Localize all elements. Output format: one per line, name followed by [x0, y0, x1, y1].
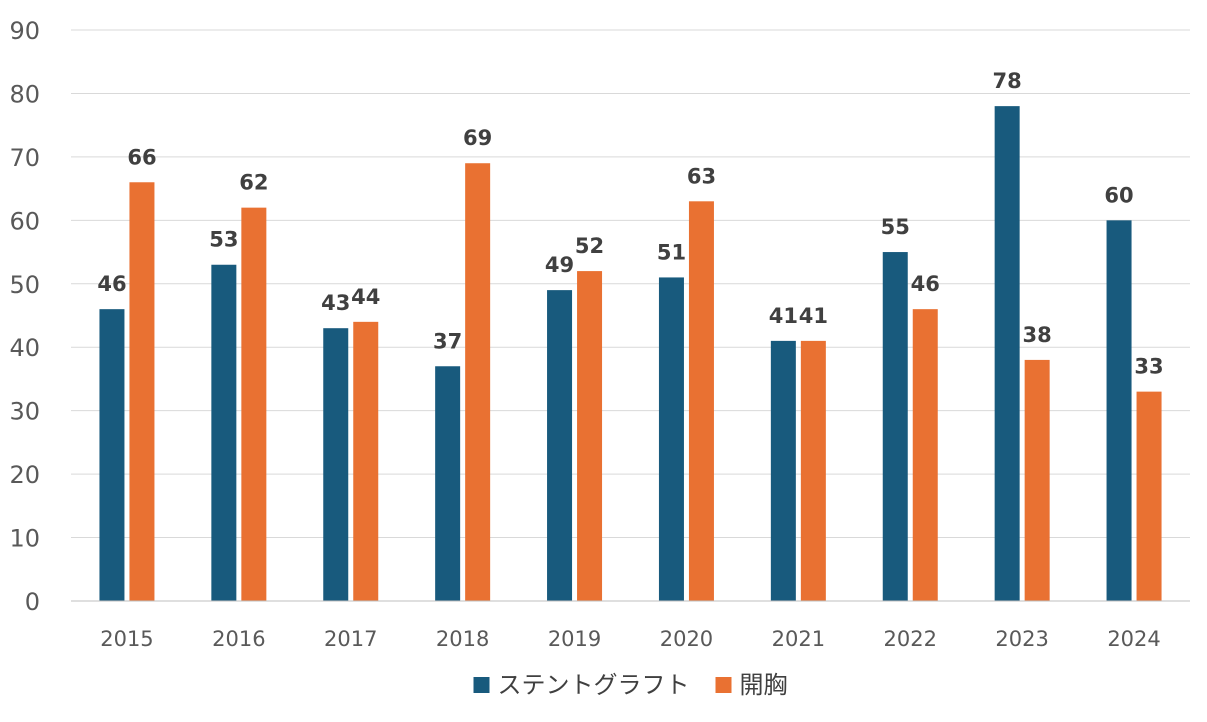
x-tick-label: 2021	[772, 627, 825, 651]
data-label: 63	[687, 164, 716, 188]
bar-stent-graft-2015	[99, 309, 125, 601]
y-tick-label: 10	[9, 525, 40, 553]
data-label: 66	[127, 145, 156, 169]
data-label: 44	[351, 285, 380, 309]
y-tick-label: 20	[9, 461, 40, 489]
bar-stent-graft-2016	[211, 264, 237, 601]
y-tick-label: 0	[25, 588, 40, 616]
data-label: 33	[1134, 355, 1163, 379]
y-tick-label: 90	[9, 17, 40, 45]
data-label: 49	[545, 253, 574, 277]
y-tick-label: 70	[9, 144, 40, 172]
bars	[99, 106, 1162, 602]
bar-stent-graft-2020	[658, 277, 684, 601]
y-axis: 0 10 20 30 40 50 60 70 80 90	[9, 17, 40, 616]
x-tick-label: 2023	[995, 627, 1048, 651]
data-label: 51	[657, 240, 686, 264]
gridlines	[71, 29, 1190, 539]
data-label: 55	[881, 215, 910, 239]
bar-stent-graft-2021	[770, 340, 796, 601]
y-tick-label: 80	[9, 80, 40, 108]
bar-stent-graft-2023	[994, 106, 1020, 601]
legend-item-stent-graft: ステントグラフト	[473, 671, 690, 699]
bar-stent-graft-2024	[1106, 220, 1132, 602]
bar-stent-graft-2018	[435, 366, 461, 601]
bar-open-chest-2018	[465, 163, 491, 601]
bar-stent-graft-2017	[323, 328, 349, 601]
data-label: 41	[799, 304, 828, 328]
x-tick-label: 2016	[212, 627, 265, 651]
data-label: 60	[1104, 183, 1133, 207]
bar-open-chest-2024	[1136, 391, 1162, 601]
x-tick-label: 2018	[436, 627, 489, 651]
data-label: 46	[97, 272, 126, 296]
bar-open-chest-2017	[353, 321, 379, 601]
legend-label: 開胸	[740, 671, 788, 699]
x-tick-label: 2022	[884, 627, 937, 651]
data-label: 78	[993, 69, 1022, 93]
data-label: 37	[433, 329, 462, 353]
y-tick-label: 60	[9, 207, 40, 235]
legend-swatch	[715, 677, 732, 693]
x-axis: 2015 2016 2017 2018 2019 2020 2021 2022 2023 2024	[71, 600, 1190, 651]
bar-stent-graft-2019	[547, 290, 573, 601]
bar-open-chest-2021	[800, 340, 826, 601]
legend-label: ステントグラフト	[498, 671, 690, 699]
data-label: 46	[911, 272, 940, 296]
y-tick-label: 40	[9, 334, 40, 362]
legend: ステントグラフト 開胸	[473, 671, 788, 699]
bar-open-chest-2023	[1024, 359, 1050, 601]
x-tick-label: 2020	[660, 627, 713, 651]
data-label: 38	[1023, 323, 1052, 347]
legend-item-open-chest: 開胸	[715, 671, 788, 699]
data-label: 41	[769, 304, 798, 328]
data-label: 43	[321, 291, 350, 315]
x-tick-label: 2017	[324, 627, 377, 651]
bar-open-chest-2020	[688, 201, 714, 602]
data-label: 52	[575, 234, 604, 258]
y-tick-label: 30	[9, 398, 40, 426]
data-label: 69	[463, 126, 492, 150]
x-tick-label: 2019	[548, 627, 601, 651]
data-label: 53	[209, 228, 238, 252]
x-tick-label: 2024	[1107, 627, 1160, 651]
bar-open-chest-2022	[912, 309, 938, 601]
data-label: 62	[239, 171, 268, 195]
x-tick-label: 2015	[100, 627, 153, 651]
bar-open-chest-2019	[577, 271, 603, 601]
y-tick-label: 50	[9, 271, 40, 299]
bar-stent-graft-2022	[882, 252, 908, 602]
legend-swatch	[473, 677, 490, 693]
bar-open-chest-2015	[129, 182, 155, 601]
bar-open-chest-2016	[241, 207, 267, 601]
